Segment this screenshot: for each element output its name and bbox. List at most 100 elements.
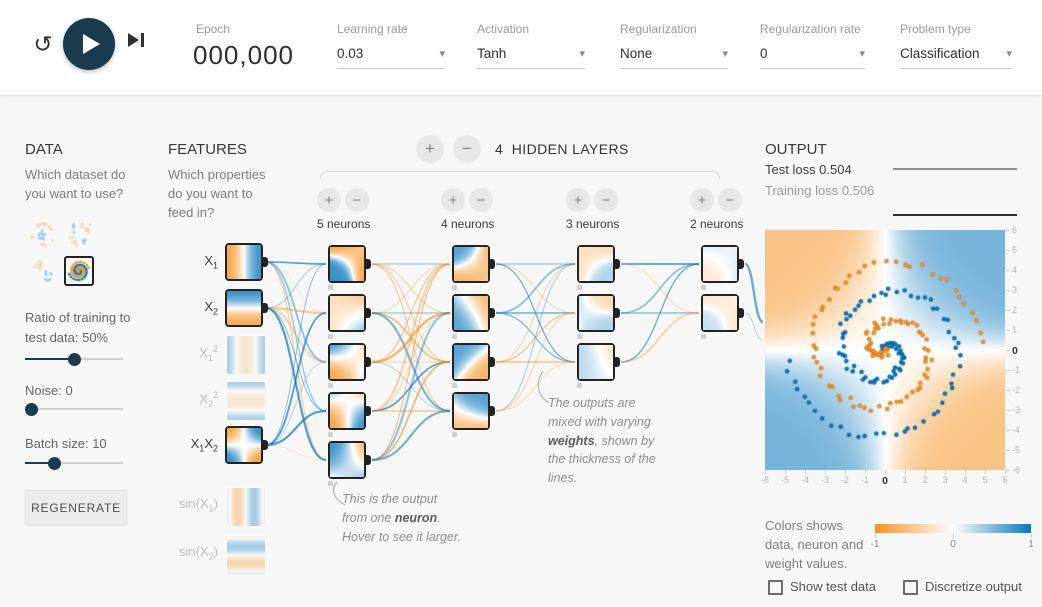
add-neuron-button[interactable]: +	[690, 188, 714, 212]
bias-indicator	[701, 334, 706, 339]
bias-indicator	[328, 481, 333, 486]
remove-neuron-button[interactable]: −	[718, 188, 742, 212]
x-tick-mark	[1005, 470, 1006, 474]
x-tick-mark	[845, 470, 846, 474]
output-port	[614, 308, 620, 318]
learning-rate-select[interactable]: 0.03 ▾	[337, 46, 445, 69]
problem-type-value: Classification	[900, 46, 980, 61]
feature-x1-squared[interactable]	[225, 334, 265, 374]
feature-x2-squared[interactable]	[225, 380, 265, 420]
neuron-pattern	[330, 296, 364, 330]
ratio-slider[interactable]	[25, 352, 123, 366]
layer-1-neuron-count: 5 neurons	[317, 217, 371, 231]
dataset-exclusive-or[interactable]	[64, 220, 94, 250]
feature-x2[interactable]	[225, 289, 268, 327]
hidden-layers-title: HIDDEN LAYERS	[511, 141, 629, 157]
feature-sin-x2[interactable]	[225, 534, 265, 574]
minus-icon: −	[462, 139, 472, 158]
checkbox-show-test-data[interactable]	[768, 580, 783, 595]
neuron-layer3-3[interactable]	[577, 343, 620, 388]
bias-indicator	[328, 334, 333, 339]
step-button[interactable]	[128, 33, 144, 47]
reset-button[interactable]: ↺	[28, 29, 58, 59]
checkbox-discretize-output[interactable]	[903, 580, 918, 595]
checkbox-label[interactable]: Show test data	[790, 579, 876, 594]
colorbar-caption: Colors shows data, neuron and weight val…	[765, 518, 864, 571]
neuron-layer4-1[interactable]	[701, 245, 744, 290]
plus-icon: +	[324, 191, 334, 209]
regularization-select[interactable]: None ▾	[620, 46, 728, 69]
noise-slider[interactable]	[25, 402, 123, 416]
neuron-layer2-2[interactable]	[452, 294, 495, 339]
neuron-layer1-2[interactable]	[328, 294, 371, 339]
x-tick-mark	[765, 470, 766, 474]
output-heatmap	[765, 230, 1005, 470]
caret-down-icon: ▾	[859, 48, 865, 60]
neuron-layer2-1[interactable]	[452, 245, 495, 290]
play-button[interactable]	[63, 18, 115, 70]
slider-track[interactable]	[25, 408, 123, 410]
x-tick-mark	[965, 470, 966, 474]
remove-neuron-button[interactable]: −	[345, 188, 369, 212]
neuron-layer1-3[interactable]	[328, 343, 371, 388]
add-layer-button[interactable]: +	[416, 135, 444, 163]
remove-layer-button[interactable]: −	[453, 135, 481, 163]
output-port	[262, 257, 268, 267]
x-tick-label: -6	[760, 475, 769, 485]
x-tick-label: -3	[820, 475, 829, 485]
colorbar	[875, 524, 1031, 533]
neuron-layer3-1[interactable]	[577, 245, 620, 290]
add-neuron-button[interactable]: +	[317, 188, 341, 212]
y-tick-label: 4	[1012, 265, 1018, 275]
neuron-layer3-2[interactable]	[577, 294, 620, 339]
bias-indicator	[701, 285, 706, 290]
output-port	[614, 357, 620, 367]
dataset-spiral[interactable]	[64, 256, 94, 286]
slider-knob[interactable]	[25, 403, 38, 416]
slider-knob[interactable]	[47, 457, 61, 470]
feature-x1x2[interactable]	[225, 426, 268, 464]
neuron-layer2-4[interactable]	[452, 392, 495, 437]
add-neuron-button[interactable]: +	[566, 188, 590, 212]
regularization-rate-select[interactable]: 0 ▾	[760, 46, 865, 69]
x-tick-label: -1	[860, 475, 869, 485]
batch-slider[interactable]	[25, 456, 123, 470]
output-port	[262, 303, 268, 313]
y-tick-mark	[1006, 470, 1010, 471]
colorbar-tick-mark	[953, 534, 954, 538]
hidden-layers-count: 4	[495, 141, 503, 157]
feature-x1[interactable]	[225, 243, 268, 281]
problem-type-select[interactable]: Classification ▾	[900, 46, 1012, 69]
remove-neuron-button[interactable]: −	[594, 188, 618, 212]
neuron-pattern	[703, 247, 737, 281]
feature-sin-x1[interactable]	[225, 486, 265, 526]
neuron-layer4-2[interactable]	[701, 294, 744, 339]
feature-row-x2: X2	[160, 289, 268, 327]
activation-select[interactable]: Tanh ▾	[477, 46, 585, 69]
neuron-layer1-1[interactable]	[328, 245, 371, 290]
regenerate-button[interactable]: REGENERATE	[25, 490, 127, 525]
x-tick-mark	[785, 470, 786, 474]
checkbox-label[interactable]: Discretize output	[925, 579, 1022, 594]
regularization-rate-label: Regularization rate	[760, 22, 861, 36]
output-port	[489, 357, 495, 367]
dataset-circle[interactable]	[28, 220, 58, 250]
add-neuron-button[interactable]: +	[441, 188, 465, 212]
feature-x1x2-pattern	[227, 428, 261, 462]
neuron-pattern	[579, 345, 613, 379]
feature-label-x1: X1	[204, 253, 218, 271]
neuron-layer1-4[interactable]	[328, 392, 371, 437]
bias-indicator	[577, 383, 582, 388]
y-tick-label: 2	[1012, 305, 1018, 315]
y-tick-label: -4	[1012, 425, 1021, 435]
neuron-layer2-3[interactable]	[452, 343, 495, 388]
remove-neuron-button[interactable]: −	[469, 188, 493, 212]
slider-track[interactable]	[25, 462, 123, 464]
regularization-label: Regularization	[620, 22, 697, 36]
problem-type-label: Problem type	[900, 22, 971, 36]
dataset-gaussian[interactable]	[28, 256, 58, 286]
neuron-layer1-5[interactable]	[328, 441, 371, 486]
slider-knob[interactable]	[67, 353, 81, 366]
feature-x1-squared-pattern	[227, 336, 265, 374]
x-tick-mark	[865, 470, 866, 474]
